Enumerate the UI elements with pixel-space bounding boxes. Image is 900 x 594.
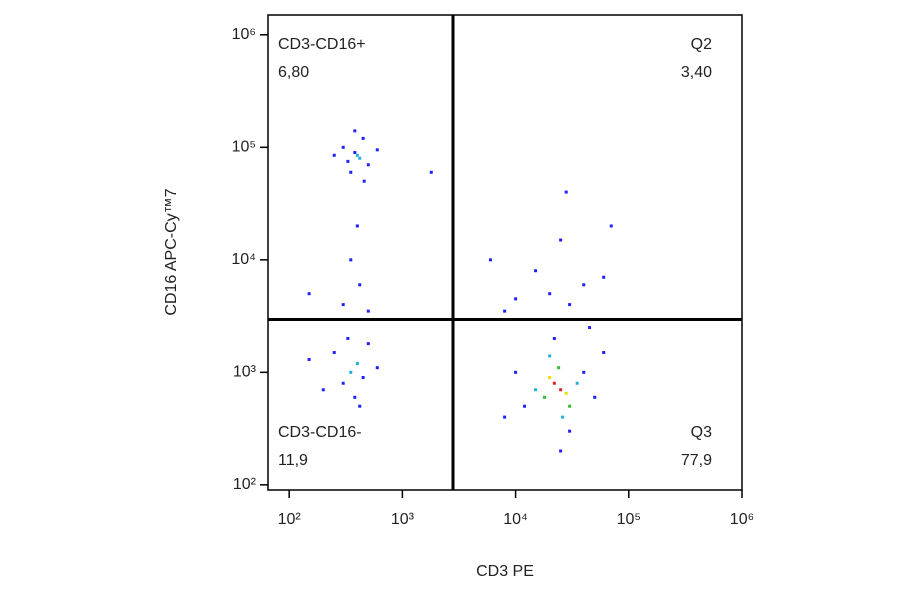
dot bbox=[346, 159, 350, 163]
y-tick-label: 10² bbox=[233, 476, 257, 493]
x-tick-label: 10⁴ bbox=[503, 511, 528, 528]
quadrant-percent: 3,40 bbox=[681, 64, 712, 81]
dot bbox=[355, 361, 359, 365]
dot bbox=[349, 170, 353, 174]
dot bbox=[488, 258, 492, 262]
dot bbox=[358, 283, 362, 287]
y-axis-title: CD16 APC-Cy™7 bbox=[163, 188, 180, 315]
quadrant-percent: 11,9 bbox=[278, 452, 308, 469]
dot bbox=[548, 375, 552, 379]
dot bbox=[575, 381, 579, 385]
dot bbox=[503, 309, 507, 313]
dot bbox=[362, 179, 366, 183]
dot bbox=[514, 370, 518, 374]
plot-frame bbox=[267, 14, 743, 491]
dot bbox=[588, 326, 592, 330]
dot bbox=[366, 342, 370, 346]
dot bbox=[358, 404, 362, 408]
dot bbox=[561, 415, 565, 419]
dot bbox=[548, 354, 552, 358]
y-tick-label: 10⁵ bbox=[232, 139, 256, 156]
quadrant-name: Q3 bbox=[691, 424, 712, 441]
x-axis-title: CD3 PE bbox=[476, 563, 534, 580]
dot bbox=[552, 336, 556, 340]
dot bbox=[353, 129, 357, 133]
dot bbox=[353, 395, 357, 399]
quadrant-name: CD3-CD16- bbox=[278, 424, 362, 441]
dot bbox=[429, 170, 433, 174]
dot bbox=[361, 136, 365, 140]
dot bbox=[564, 190, 568, 194]
dot bbox=[346, 336, 350, 340]
dot bbox=[534, 388, 538, 392]
dot bbox=[534, 269, 538, 273]
dot bbox=[307, 292, 311, 296]
dot bbox=[375, 148, 379, 152]
dot bbox=[332, 351, 336, 355]
dot bbox=[559, 238, 563, 242]
dot bbox=[552, 381, 556, 385]
dot bbox=[353, 150, 357, 154]
quadrant-name: CD3-CD16+ bbox=[278, 36, 366, 53]
dot bbox=[568, 303, 572, 307]
dot bbox=[542, 395, 546, 399]
dot bbox=[557, 366, 561, 370]
dot bbox=[366, 163, 370, 167]
dot bbox=[568, 429, 572, 433]
dot bbox=[602, 275, 606, 279]
dot bbox=[514, 297, 518, 301]
dot bbox=[355, 153, 359, 157]
y-tick-label: 10³ bbox=[233, 364, 257, 381]
x-tick-label: 10⁶ bbox=[730, 511, 754, 528]
dot bbox=[523, 404, 527, 408]
quadrant-percent: 77,9 bbox=[681, 452, 712, 469]
x-tick-label: 10² bbox=[278, 511, 302, 528]
x-tick-label: 10⁵ bbox=[617, 511, 641, 528]
dot bbox=[548, 292, 552, 296]
dot bbox=[559, 449, 563, 453]
dot bbox=[349, 370, 353, 374]
dot bbox=[341, 145, 345, 149]
dot bbox=[361, 375, 365, 379]
dot bbox=[375, 366, 379, 370]
dot bbox=[358, 156, 362, 160]
dot bbox=[307, 358, 311, 362]
dot bbox=[609, 224, 613, 228]
dot bbox=[593, 395, 597, 399]
dot bbox=[582, 283, 586, 287]
dot bbox=[602, 351, 606, 355]
x-tick-label: 10³ bbox=[391, 511, 415, 528]
dot bbox=[568, 404, 572, 408]
dot bbox=[564, 391, 568, 395]
dot bbox=[366, 309, 370, 313]
dot bbox=[349, 258, 353, 262]
dot bbox=[559, 388, 563, 392]
quadrant-name: Q2 bbox=[691, 36, 712, 53]
y-tick-label: 10⁶ bbox=[232, 26, 256, 43]
dot bbox=[341, 303, 345, 307]
dot bbox=[332, 153, 336, 157]
dot bbox=[321, 388, 325, 392]
dot bbox=[503, 415, 507, 419]
quadrant-percent: 6,80 bbox=[278, 64, 309, 81]
dot bbox=[582, 370, 586, 374]
dot bbox=[341, 381, 345, 385]
y-tick-label: 10⁴ bbox=[231, 251, 256, 268]
dot bbox=[355, 224, 359, 228]
